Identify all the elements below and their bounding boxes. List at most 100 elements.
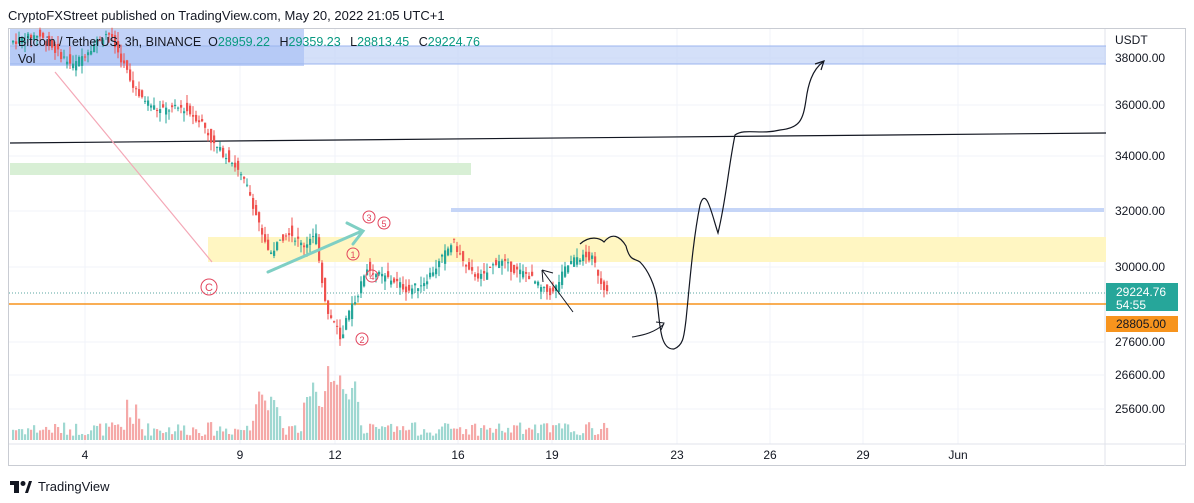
volume-bar <box>168 427 171 440</box>
volume-bar <box>330 382 333 440</box>
candle-body <box>381 273 384 277</box>
volume-bar <box>210 422 213 440</box>
y-tick-34000: 34000.00 <box>1115 149 1165 163</box>
candle-body <box>357 296 360 298</box>
volume-bar <box>81 433 84 440</box>
volume-bar <box>339 375 342 440</box>
volume-bar <box>471 424 474 440</box>
y-tick-36000: 36000.00 <box>1115 98 1165 112</box>
volume-bar <box>183 425 186 440</box>
volume-bar <box>207 422 210 440</box>
volume-bar <box>399 430 402 440</box>
candle-body <box>177 107 180 109</box>
volume-bar <box>606 427 609 440</box>
volume-bar <box>519 422 522 440</box>
candle-body <box>555 285 558 292</box>
candle-body <box>597 269 600 276</box>
volume-bar <box>21 429 24 440</box>
forecast-arrow-low <box>631 321 665 338</box>
volume-bar <box>441 426 444 440</box>
volume-bar <box>297 432 300 440</box>
volume-bar <box>474 423 477 440</box>
candle-body <box>213 135 216 144</box>
candle-body <box>234 162 237 168</box>
candle-body <box>189 105 192 115</box>
candle-body <box>534 281 537 284</box>
volume-bar <box>552 425 555 440</box>
volume-bar <box>354 381 357 440</box>
symbol-legend[interactable]: Bitcoin / TetherUS, 3h, BINANCE O28959.2… <box>18 35 486 49</box>
volume-bar <box>75 423 78 440</box>
candle-body <box>129 69 132 81</box>
candle-body <box>339 327 342 340</box>
volume-bar <box>90 430 93 440</box>
volume-bar <box>249 430 252 440</box>
candle-body <box>375 274 378 278</box>
volume-bar <box>129 417 132 440</box>
volume-bar <box>300 431 303 440</box>
candle-body <box>342 334 345 339</box>
candle-body <box>447 248 450 256</box>
candle-body <box>180 104 183 108</box>
support-price-value: 28805.00 <box>1116 317 1166 331</box>
candle-body <box>564 266 567 277</box>
candle-body <box>48 35 51 46</box>
wave-label-1: 1 <box>350 250 355 260</box>
y-tick-30000: 30000.00 <box>1115 260 1165 274</box>
volume-bar <box>315 391 318 440</box>
candle-body <box>549 288 552 296</box>
volume-bar <box>396 426 399 440</box>
volume-bar <box>306 397 309 440</box>
volume-bar <box>375 427 378 440</box>
supply-zone-green <box>10 163 471 175</box>
candle-body <box>246 184 249 186</box>
close-key: C <box>418 35 428 49</box>
candle-body <box>273 250 276 256</box>
volume-bar <box>117 424 120 440</box>
time-axis: 4 9 12 16 19 23 26 29 Jun <box>82 448 968 462</box>
candle-body <box>267 239 270 250</box>
volume-bar <box>360 425 363 440</box>
volume-bar <box>87 434 90 440</box>
volume-bar <box>126 399 129 440</box>
x-tick-23: 23 <box>670 448 684 462</box>
candle-body <box>561 271 564 286</box>
volume-bar <box>57 427 60 440</box>
tradingview-branding[interactable]: TradingView <box>10 479 110 494</box>
y-tick-38000: 38000.00 <box>1115 51 1165 65</box>
high-key: H <box>279 35 289 49</box>
candle-body <box>315 233 318 245</box>
candle-body <box>369 261 372 271</box>
candle-body <box>216 146 219 148</box>
volume-bar <box>312 382 315 440</box>
candle-body <box>168 110 171 112</box>
volume-bar <box>135 404 138 440</box>
candle-body <box>585 251 588 258</box>
y-tick-25600: 25600.00 <box>1115 402 1165 416</box>
volume-bar <box>600 429 603 440</box>
volume-bar <box>153 428 156 440</box>
volume-bar <box>525 429 528 440</box>
chart-frame[interactable] <box>8 28 1186 466</box>
price-axis: USDT 38000.00 36000.00 34000.00 32000.00… <box>1115 33 1165 416</box>
volume-bar <box>432 435 435 440</box>
candle-body <box>135 88 138 90</box>
x-tick-jun: Jun <box>948 448 967 462</box>
candle-body <box>123 60 126 64</box>
volume-bar <box>444 423 447 440</box>
volume-bar <box>522 433 525 440</box>
candle-body <box>12 41 15 43</box>
candle-body <box>459 253 462 255</box>
candle-body <box>498 261 501 268</box>
candle-body <box>159 109 162 113</box>
volume-bar <box>96 425 99 440</box>
y-tick-27600: 27600.00 <box>1115 335 1165 349</box>
volume-bar <box>411 422 414 440</box>
volume-bar <box>144 435 147 440</box>
volume-bar <box>159 430 162 440</box>
candle-body <box>204 122 207 128</box>
volume-bar <box>537 433 540 440</box>
volume-bar <box>357 401 360 440</box>
volume-bar <box>261 394 264 440</box>
